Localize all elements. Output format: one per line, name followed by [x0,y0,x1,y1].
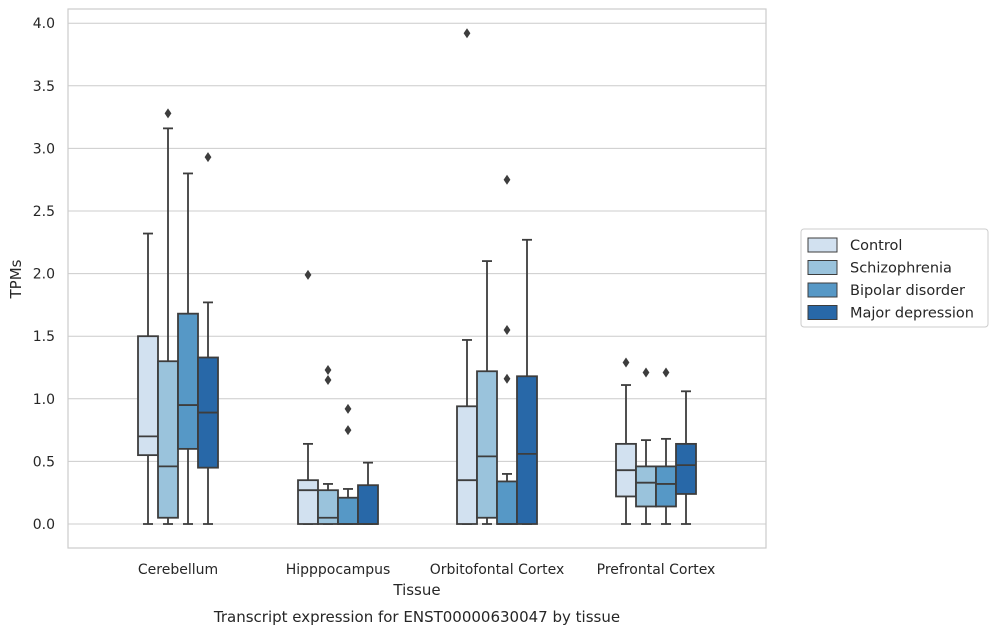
x-tick-label: Cerebellum [138,562,218,578]
box-1-3 [635,367,657,525]
y-tick-label: 2.0 [33,267,55,283]
x-tick-label: Hipppocampus [286,562,391,578]
box-iqr [456,405,478,525]
outlier-point [642,367,650,378]
legend-label: Major depression [850,306,974,322]
box-2-3 [655,367,677,525]
box-iqr [476,370,498,519]
x-tick-label: Prefrontal Cortex [597,562,716,578]
box-iqr [177,312,199,450]
box-iqr [297,479,319,525]
y-tick-label: 1.5 [33,329,55,345]
legend-label: Bipolar disorder [850,283,965,299]
box-iqr [516,375,538,525]
y-tick-label: 4.0 [33,16,55,32]
y-tick-label: 1.0 [33,392,55,408]
box-iqr [496,480,518,525]
box-iqr [675,442,697,495]
box-iqr [357,484,379,525]
outlier-point [324,365,332,376]
y-tick-label: 0.5 [33,454,55,470]
x-tick-label: Orbitofontal Cortex [430,562,565,578]
outlier-point [164,108,172,119]
outlier-point [344,403,352,414]
legend-label: Control [850,238,902,254]
box-1-1 [317,365,339,525]
box-1-2 [476,260,498,525]
box-iqr [157,360,179,519]
plot-frame [67,8,767,549]
box-2-0 [177,172,199,525]
box-iqr [655,465,677,508]
legend-swatch [807,305,838,320]
outlier-point [622,357,630,368]
y-tick-label: 0.0 [33,517,55,533]
y-tick-label: 2.5 [33,204,55,220]
plot-area [68,9,766,548]
y-tick-label: 3.0 [33,141,55,157]
x-tick-labels: Cerebellum Hipppocampus Orbitofontal Corte… [138,562,715,578]
legend-label: Schizophrenia [850,261,952,277]
box-3-3 [675,390,697,525]
outlier-point [324,375,332,386]
legend-swatch [807,237,838,253]
x-axis-title: Tissue [392,581,440,599]
box-iqr [137,335,159,457]
outlier-point [503,174,511,185]
box-iqr [635,465,657,508]
box-3-1 [357,461,379,525]
legend: Control Schizophrenia Bipolar disorder Majo… [800,228,989,328]
outlier-point [204,152,212,163]
outlier-point [503,373,511,384]
box-2-1 [337,403,359,525]
chart-caption: Transcript expression for ENST0000063004… [213,608,620,626]
outlier-point [344,425,352,436]
box-iqr [317,489,339,525]
outlier-point [304,269,312,280]
box-series [137,28,697,525]
outlier-point [503,324,511,335]
outlier-point [662,367,670,378]
y-tick-label: 3.5 [33,79,55,95]
outlier-point [463,28,471,39]
box-3-0 [197,152,219,525]
legend-frame [800,228,989,328]
y-tick-labels: 0.0 0.5 1.0 1.5 2.0 2.5 3.0 3.5 4.0 [33,16,55,533]
y-axis-title: TPMs [7,259,25,299]
legend-swatch [807,282,838,298]
box-iqr [337,496,359,525]
legend-swatch [807,260,838,275]
box-0-1 [297,269,319,525]
box-3-2 [516,238,538,525]
